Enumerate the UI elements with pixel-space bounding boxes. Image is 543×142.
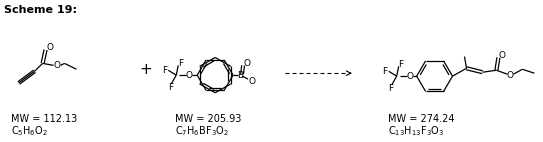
Text: F: F xyxy=(168,83,173,92)
Text: O: O xyxy=(406,72,413,81)
Text: MW = 205.93: MW = 205.93 xyxy=(175,114,242,124)
Text: O: O xyxy=(249,77,256,85)
Text: F: F xyxy=(382,67,387,76)
Text: F: F xyxy=(398,60,403,69)
Text: O: O xyxy=(53,61,60,70)
Text: C$_7$H$_6$BF$_3$O$_2$: C$_7$H$_6$BF$_3$O$_2$ xyxy=(175,124,229,138)
Text: +: + xyxy=(139,62,151,77)
Text: F: F xyxy=(388,84,393,93)
Text: C$_5$H$_6$O$_2$: C$_5$H$_6$O$_2$ xyxy=(11,124,48,138)
Text: MW = 274.24: MW = 274.24 xyxy=(388,114,454,124)
Text: F: F xyxy=(162,66,167,75)
Text: B: B xyxy=(237,71,243,80)
Text: C$_{13}$H$_{13}$F$_3$O$_3$: C$_{13}$H$_{13}$F$_3$O$_3$ xyxy=(388,124,444,138)
Text: O: O xyxy=(244,59,250,68)
Text: F: F xyxy=(178,59,183,68)
Text: O: O xyxy=(186,71,193,80)
Text: O: O xyxy=(507,71,514,80)
Text: Scheme 19:: Scheme 19: xyxy=(4,5,77,15)
Text: MW = 112.13: MW = 112.13 xyxy=(11,114,77,124)
Text: O: O xyxy=(499,51,506,60)
Text: O: O xyxy=(46,43,53,52)
